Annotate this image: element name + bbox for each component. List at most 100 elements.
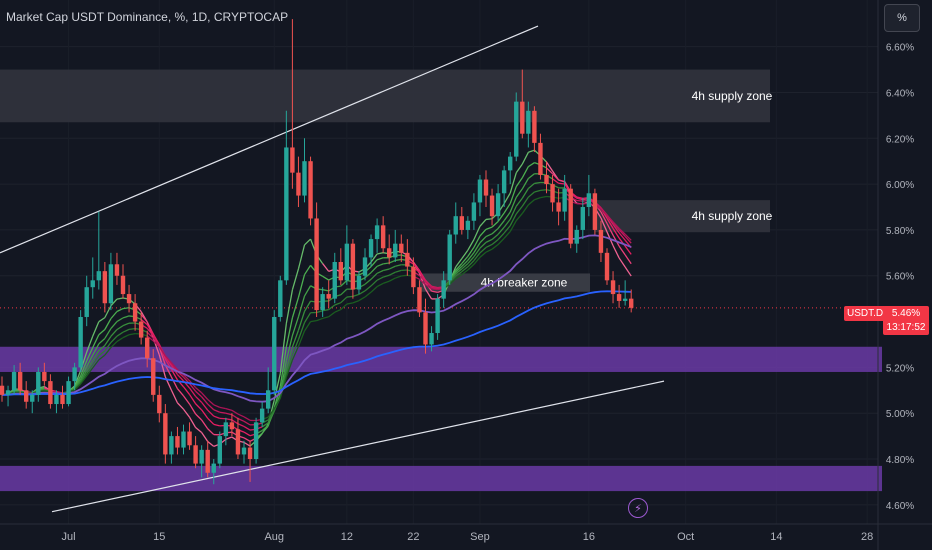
ribbon-ma-segment xyxy=(316,310,323,314)
ribbon-ma-segment xyxy=(182,395,191,405)
candle-body xyxy=(368,239,374,258)
candle-body xyxy=(66,381,71,405)
ribbon-ma-segment xyxy=(479,251,487,258)
ribbon-ma-segment xyxy=(491,239,499,245)
candle-body xyxy=(278,280,283,317)
ribbon-ma-segment xyxy=(310,319,317,323)
candle-body xyxy=(508,156,513,171)
ribbon-ma-segment xyxy=(316,317,323,322)
ribbon-ma-segment xyxy=(146,327,154,337)
ribbon-ma-segment xyxy=(80,360,88,376)
zone-label: 4h breaker zone xyxy=(481,276,568,290)
ribbon-ma-segment xyxy=(618,232,626,241)
ribbon-ma-segment xyxy=(158,346,166,357)
ribbon-ma-segment xyxy=(473,242,481,253)
ribbon-ma-segment xyxy=(98,337,106,345)
ribbon-ma-segment xyxy=(297,244,306,270)
candle-body xyxy=(308,161,313,219)
candle-body xyxy=(374,225,380,240)
candle-body xyxy=(157,394,162,414)
ribbon-ma-segment xyxy=(183,374,191,382)
ribbon-ma-segment xyxy=(237,413,245,418)
candle-body xyxy=(84,287,89,317)
candle-body xyxy=(42,371,47,382)
candle-body xyxy=(532,110,537,143)
ribbon-ma-segment xyxy=(521,188,529,199)
ribbon-ma-segment xyxy=(412,263,420,271)
ribbon-ma-segment xyxy=(612,245,620,259)
ribbon-ma-segment xyxy=(213,404,221,408)
ribbon-ma-segment xyxy=(104,342,112,352)
ribbon-ma-segment xyxy=(358,296,366,302)
candle-body xyxy=(562,188,567,212)
ribbon-ma-segment xyxy=(383,262,390,265)
chart-title: Market Cap USDT Dominance, %, 1D, CRYPTO… xyxy=(6,10,289,24)
ribbon-ma-segment xyxy=(297,311,306,331)
x-tick-label: 28 xyxy=(861,531,873,543)
y-tick-label: 6.20% xyxy=(886,134,914,145)
ribbon-ma-segment xyxy=(201,419,209,430)
ribbon-ma-segment xyxy=(104,318,112,330)
candle-body xyxy=(326,294,331,299)
ribbon-ma-segment xyxy=(116,317,124,323)
candle-body xyxy=(483,179,489,196)
ribbon-ma-segment xyxy=(473,247,481,258)
candle-body xyxy=(526,110,531,134)
ribbon-ma-segment xyxy=(261,419,269,424)
candle-body xyxy=(266,390,271,409)
ribbon-ma-segment xyxy=(503,203,511,214)
y-tick-label: 6.40% xyxy=(886,88,914,99)
candle-body xyxy=(163,413,168,455)
ribbon-ma-segment xyxy=(304,238,312,246)
ribbon-ma-segment xyxy=(80,375,88,385)
candle-body xyxy=(54,394,59,405)
ribbon-ma-segment xyxy=(122,334,130,339)
ribbon-ma-segment xyxy=(612,224,620,234)
candle-body xyxy=(253,422,259,460)
ribbon-ma-segment xyxy=(364,278,372,285)
ribbon-ma-segment xyxy=(297,295,306,318)
ribbon-ma-segment xyxy=(485,243,493,249)
ribbon-ma-segment xyxy=(540,195,547,199)
ribbon-ma-segment xyxy=(624,266,632,277)
ribbon-ma-segment xyxy=(618,227,626,235)
candle-body xyxy=(356,275,362,290)
x-tick-label: 12 xyxy=(341,531,353,543)
lightning-icon[interactable]: ⚡ xyxy=(628,498,648,518)
ribbon-ma-segment xyxy=(98,317,106,323)
ribbon-ma-segment xyxy=(207,398,215,406)
candle-body xyxy=(629,298,634,308)
ribbon-ma-segment xyxy=(600,208,608,216)
ribbon-ma-segment xyxy=(491,233,499,240)
ribbon-ma-segment xyxy=(110,335,118,343)
lower-channel-line xyxy=(51,380,665,513)
ribbon-ma-segment xyxy=(370,259,378,268)
ribbon-ma-segment xyxy=(279,360,287,394)
ribbon-ma-segment xyxy=(170,389,179,404)
candle-body xyxy=(332,262,337,299)
ribbon-ma-segment xyxy=(122,315,130,319)
ribbon-ma-segment xyxy=(509,206,517,220)
ribbon-ma-segment xyxy=(521,204,529,214)
ribbon-ma-segment xyxy=(86,347,94,362)
ribbon-ma-segment xyxy=(509,172,517,194)
ribbon-ma-segment xyxy=(485,233,493,238)
candle-body xyxy=(405,252,410,267)
unit-toggle-button[interactable]: % xyxy=(884,4,920,32)
ribbon-ma-segment xyxy=(297,274,306,298)
ribbon-ma-segment xyxy=(92,359,100,369)
candle-body xyxy=(447,234,452,281)
candle-body xyxy=(616,294,622,301)
ribbon-ma-segment xyxy=(110,311,118,320)
ribbon-ma-segment xyxy=(170,362,178,371)
candle-body xyxy=(290,147,295,173)
candle-body xyxy=(344,243,350,281)
candle-body xyxy=(580,207,585,230)
ribbon-ma-segment xyxy=(243,425,251,431)
zone-label: 4h supply zone xyxy=(692,89,773,103)
candle-body xyxy=(211,463,216,473)
candle-body xyxy=(151,358,156,395)
ribbon-ma-segment xyxy=(207,403,215,411)
ribbon-ma-segment xyxy=(497,237,505,245)
